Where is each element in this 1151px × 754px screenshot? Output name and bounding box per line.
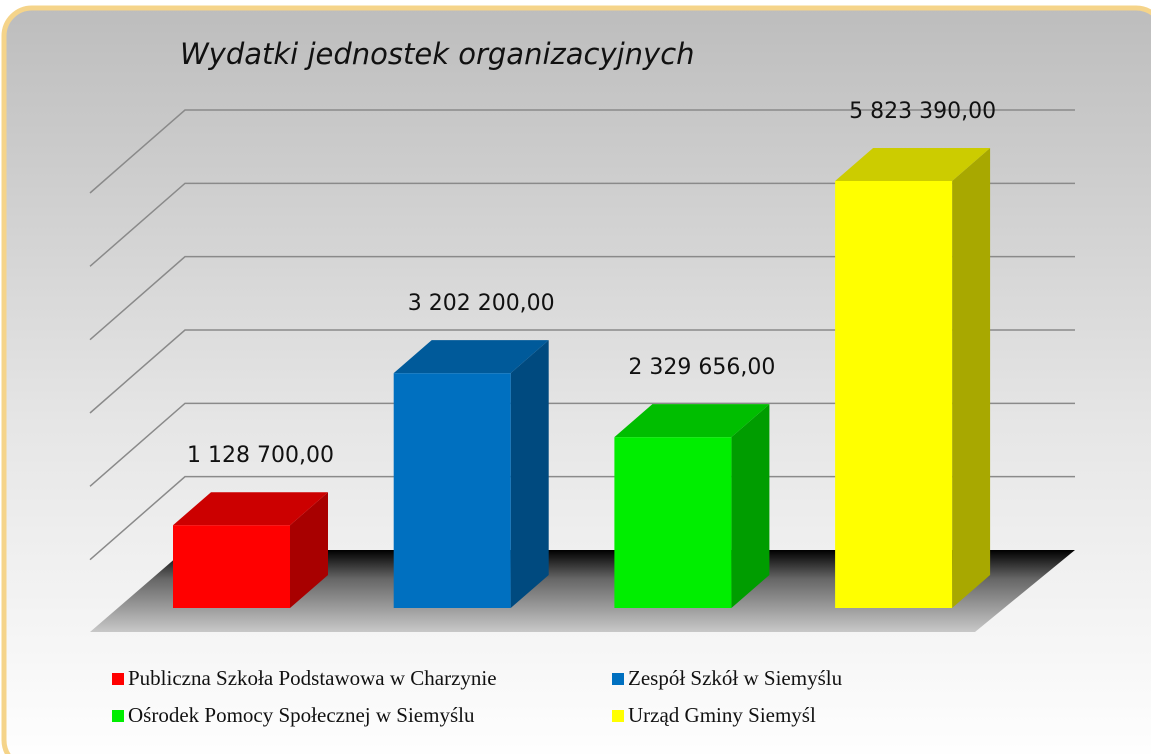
- bar: [393, 373, 511, 608]
- bar: [173, 525, 290, 608]
- bar-top: [173, 492, 328, 526]
- bar-side: [952, 147, 991, 608]
- grid-line: [89, 475, 1075, 561]
- bar: [614, 437, 732, 608]
- floor: [90, 550, 1075, 632]
- legend-swatch: [112, 673, 124, 685]
- value-label: 3 202 200,00: [408, 291, 555, 316]
- legend-swatch: [612, 673, 624, 685]
- grid-line: [89, 255, 1075, 341]
- bar-top: [614, 404, 770, 438]
- grid-line: [89, 402, 1075, 487]
- value-label: 2 329 656,00: [628, 355, 775, 380]
- legend-label: Urząd Gminy Siemyśl: [628, 703, 816, 727]
- legend-swatch: [612, 710, 624, 722]
- value-label: 1 128 700,00: [187, 443, 334, 468]
- bar: [835, 180, 953, 608]
- bar-top: [835, 147, 991, 181]
- grid-line: [89, 182, 1075, 267]
- bar-side: [510, 340, 549, 608]
- legend-label: Ośrodek Pomocy Społecznej w Siemyślu: [128, 703, 475, 727]
- bar-top: [393, 340, 549, 374]
- chart-title: Wydatki jednostek organizacyjnych: [180, 37, 695, 71]
- value-label: 5 823 390,00: [849, 99, 996, 124]
- bar-side: [290, 492, 328, 608]
- legend-label: Publiczna Szkoła Podstawowa w Charzynie: [128, 666, 497, 690]
- legend-swatch: [112, 710, 124, 722]
- grid-line: [89, 329, 1075, 414]
- legend-label: Zespół Szkół w Siemyślu: [628, 666, 843, 690]
- grid-line: [89, 109, 1075, 194]
- bar-side: [731, 404, 770, 608]
